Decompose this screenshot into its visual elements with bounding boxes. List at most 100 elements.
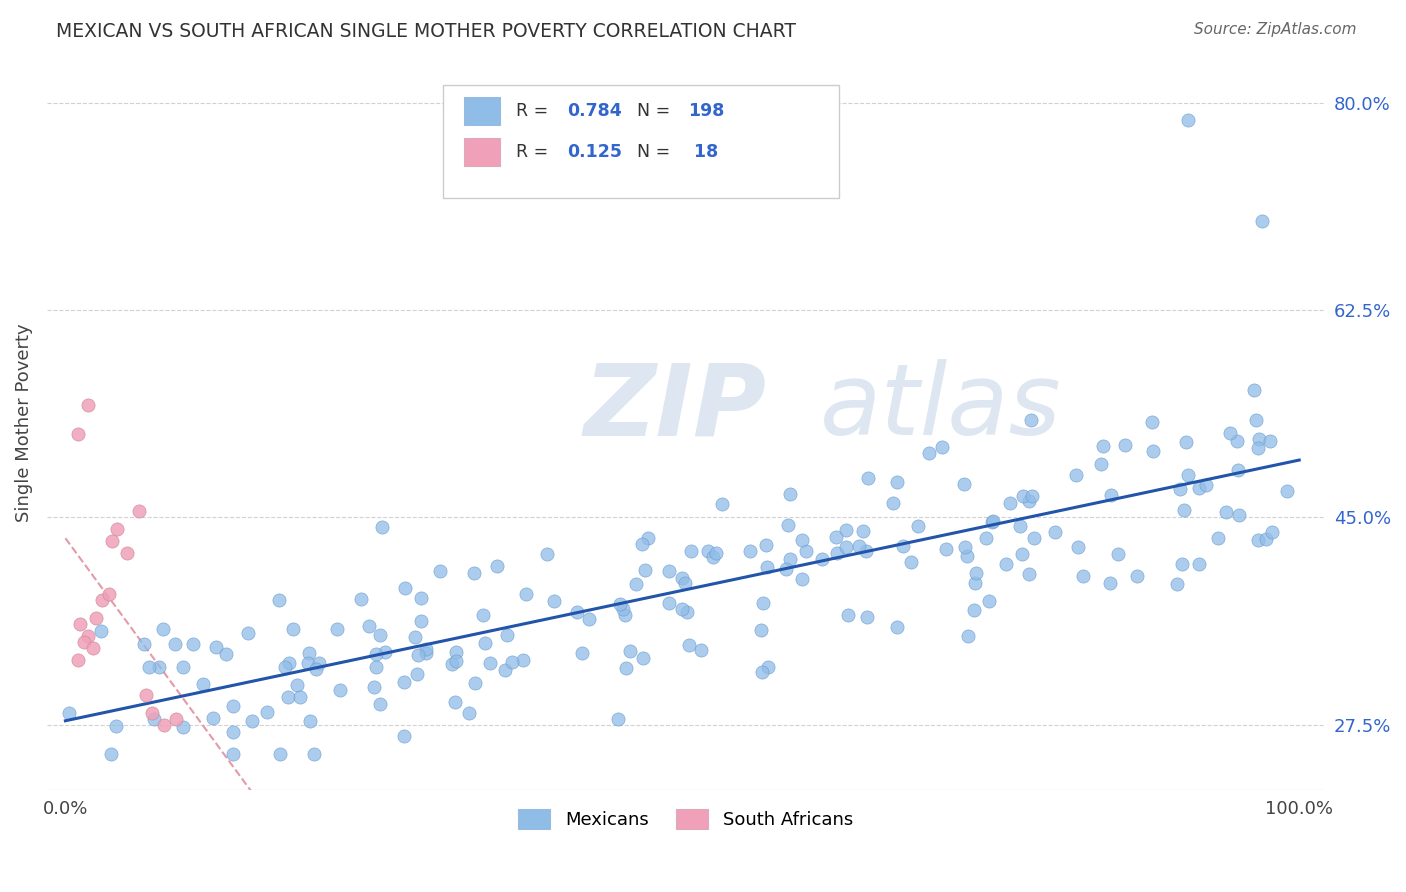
Point [671,571,693,585]
Text: 18: 18 [688,143,718,161]
Point [631,651,654,665]
Point [478,656,501,670]
Point [1043,524,1066,539]
Point [613,607,636,622]
Point [138,660,160,674]
Point [571,646,593,660]
Point [752,596,775,610]
Point [980,515,1002,529]
Point [1114,438,1136,452]
Point [411,615,433,629]
Point [1021,489,1043,503]
Point [73,634,96,648]
Point [835,523,858,537]
Point [607,712,630,726]
Point [756,560,779,574]
Point [1251,214,1274,228]
Point [658,596,681,610]
Point [366,660,388,674]
Point [697,544,720,558]
Point [1024,531,1046,545]
Text: 0.125: 0.125 [567,143,621,161]
Point [679,544,702,558]
Point [1227,508,1250,522]
Point [856,471,879,485]
Point [406,667,429,681]
Point [236,626,259,640]
Point [935,542,957,557]
Point [886,475,908,490]
Point [907,519,929,533]
Point [835,541,858,555]
Text: R =: R = [516,143,554,161]
Point [363,680,385,694]
Point [626,577,648,591]
Point [368,628,391,642]
Point [963,603,986,617]
Point [1219,426,1241,441]
Point [464,675,486,690]
Point [1175,434,1198,449]
Point [1168,483,1191,497]
Point [82,640,104,655]
Point [1256,532,1278,546]
Point [1249,432,1271,446]
Point [58,706,80,721]
Point [256,705,278,719]
Point [172,659,194,673]
Point [97,587,120,601]
Point [995,557,1018,571]
Point [676,605,699,619]
Point [658,564,681,578]
Point [357,619,380,633]
Point [702,550,724,565]
Point [298,714,321,728]
Point [471,607,494,622]
Point [135,688,157,702]
Point [406,648,429,663]
Point [855,544,877,558]
Point [1166,576,1188,591]
Point [1260,434,1282,449]
Point [630,537,652,551]
Point [1071,569,1094,583]
Point [1018,494,1040,508]
Point [66,652,89,666]
Point [297,656,319,670]
Point [302,747,325,762]
Point [222,747,245,762]
Point [1227,463,1250,477]
Point [441,657,464,671]
Point [974,532,997,546]
Point [115,546,138,560]
Point [394,581,416,595]
Point [474,636,496,650]
Point [76,629,98,643]
Point [281,623,304,637]
Point [392,674,415,689]
Point [673,576,696,591]
Point [1008,518,1031,533]
Point [837,608,859,623]
Point [104,719,127,733]
Point [1244,412,1267,426]
Point [364,647,387,661]
Point [515,587,537,601]
Point [101,534,124,549]
Text: atlas: atlas [820,359,1062,457]
Point [779,551,801,566]
Point [796,544,818,558]
Point [893,539,915,553]
Point [494,663,516,677]
Point [66,427,89,442]
Point [1177,113,1199,128]
Point [501,655,523,669]
Point [326,623,349,637]
Point [458,706,481,720]
Point [105,522,128,536]
Point [1170,558,1192,572]
Point [215,647,238,661]
Point [1173,503,1195,517]
Point [977,594,1000,608]
Point [956,549,979,563]
